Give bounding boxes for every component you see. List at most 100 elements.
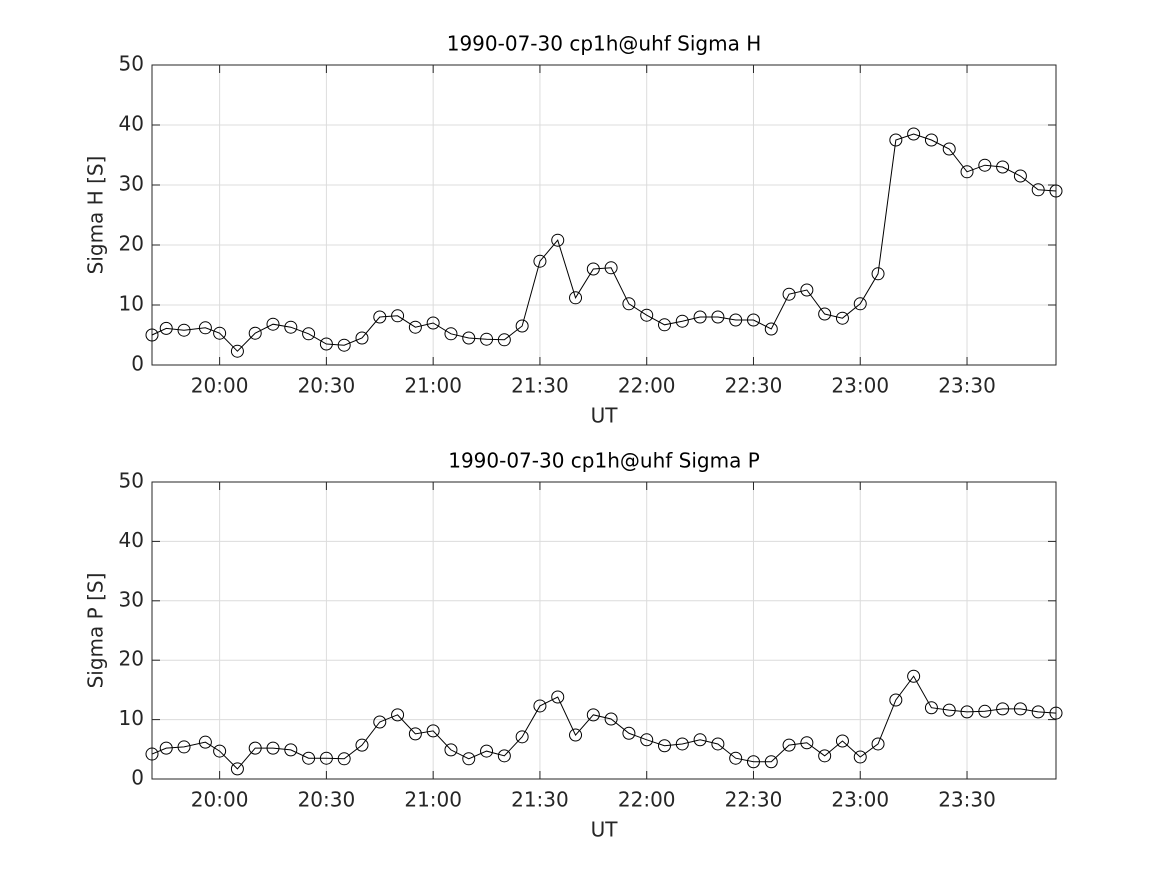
marker — [942, 142, 956, 156]
marker — [764, 755, 778, 769]
x-tick-label: 22:00 — [618, 374, 676, 398]
series-line — [151, 675, 1057, 770]
marker — [408, 727, 422, 741]
marker — [337, 752, 351, 766]
marker — [729, 313, 743, 327]
marker — [213, 326, 227, 340]
marker — [871, 737, 885, 751]
marker — [426, 724, 440, 738]
x-tick-label: 23:00 — [831, 788, 889, 812]
marker — [444, 327, 458, 341]
y-tick-label: 40 — [119, 112, 144, 136]
marker — [800, 283, 814, 297]
marker — [159, 741, 173, 755]
marker — [248, 741, 262, 755]
marker — [693, 310, 707, 324]
marker — [658, 318, 672, 332]
x-tick-label: 23:30 — [938, 788, 996, 812]
marker — [1049, 184, 1063, 198]
marker — [391, 309, 405, 323]
marker — [355, 738, 369, 752]
marker — [622, 297, 636, 311]
x-tick-label: 23:30 — [938, 374, 996, 398]
marker — [889, 693, 903, 707]
marker — [551, 690, 565, 704]
series-line — [151, 133, 1057, 352]
marker — [746, 755, 760, 769]
marker — [729, 751, 743, 765]
x-tick-label: 21:00 — [404, 788, 462, 812]
x-tick-label: 22:00 — [618, 788, 676, 812]
marker — [515, 730, 529, 744]
axes-frame — [151, 481, 1057, 780]
marker — [159, 321, 173, 335]
marker — [1031, 705, 1045, 719]
x-tick-label: 20:30 — [298, 374, 356, 398]
marker — [924, 133, 938, 147]
marker — [319, 751, 333, 765]
marker — [337, 338, 351, 352]
marker — [746, 313, 760, 327]
y-tick-label: 30 — [119, 587, 144, 611]
axes-frame — [151, 64, 1057, 366]
marker — [640, 733, 654, 747]
marker — [586, 262, 600, 276]
marker — [942, 703, 956, 717]
marker — [444, 743, 458, 757]
y-axis-label: Sigma H [S] — [84, 156, 108, 275]
marker — [1013, 169, 1027, 183]
marker — [640, 308, 654, 322]
marker — [515, 319, 529, 333]
marker — [1013, 702, 1027, 716]
marker — [871, 267, 885, 281]
marker — [533, 254, 547, 268]
marker — [480, 332, 494, 346]
marker — [818, 749, 832, 763]
x-tick-label: 21:00 — [404, 374, 462, 398]
marker — [996, 160, 1010, 174]
marker — [835, 734, 849, 748]
marker — [145, 328, 159, 342]
marker — [177, 323, 191, 337]
marker — [551, 233, 565, 247]
marker — [889, 133, 903, 147]
marker — [907, 669, 921, 683]
marker — [230, 344, 244, 358]
marker — [213, 744, 227, 758]
marker — [978, 158, 992, 172]
marker — [266, 317, 280, 331]
axes-background — [152, 65, 1056, 365]
chart-title: 1990-07-30 cp1h@uhf Sigma P — [448, 449, 760, 473]
marker — [996, 702, 1010, 716]
marker — [853, 297, 867, 311]
chart-title: 1990-07-30 cp1h@uhf Sigma H — [447, 32, 762, 56]
marker — [462, 331, 476, 345]
marker — [355, 331, 369, 345]
y-tick-label: 10 — [119, 292, 144, 316]
marker — [248, 326, 262, 340]
marker — [391, 708, 405, 722]
x-tick-label: 21:30 — [511, 374, 569, 398]
marker — [284, 320, 298, 334]
y-tick-label: 10 — [119, 706, 144, 730]
marker — [1031, 183, 1045, 197]
y-tick-label: 20 — [119, 647, 144, 671]
marker — [586, 708, 600, 722]
marker — [818, 307, 832, 321]
marker — [319, 337, 333, 351]
marker — [800, 736, 814, 750]
marker — [853, 750, 867, 764]
x-tick-label: 20:30 — [298, 788, 356, 812]
y-tick-label: 30 — [119, 172, 144, 196]
marker — [569, 291, 583, 305]
marker — [373, 715, 387, 729]
y-tick-label: 0 — [131, 766, 144, 790]
marker — [622, 726, 636, 740]
marker — [960, 705, 974, 719]
y-tick-label: 40 — [119, 528, 144, 552]
marker — [782, 287, 796, 301]
marker — [835, 311, 849, 325]
marker — [960, 165, 974, 179]
marker — [302, 751, 316, 765]
